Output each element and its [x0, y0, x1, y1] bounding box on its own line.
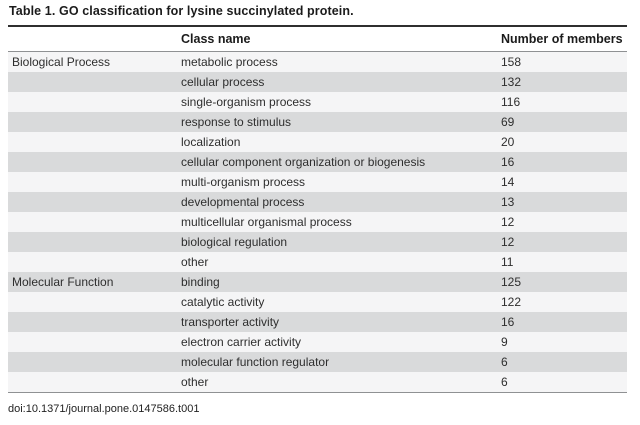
members-cell: 12	[501, 215, 515, 229]
members-cell: 14	[501, 175, 515, 189]
members-cell: 9	[501, 335, 508, 349]
class-name-cell: developmental process	[181, 195, 305, 209]
group-cell	[8, 212, 177, 232]
class-name-cell: cellular process	[181, 75, 265, 89]
table-row: Biological Process metabolic process 158	[8, 51, 627, 72]
class-name-cell: biological regulation	[181, 235, 288, 249]
class-name-cell: catalytic activity	[181, 295, 265, 309]
group-cell: Biological Process	[12, 55, 111, 69]
group-cell: Molecular Function	[12, 275, 114, 289]
table-row: developmental process 13	[8, 192, 627, 212]
table-row: molecular function regulator 6	[8, 352, 627, 372]
members-cell: 6	[497, 372, 627, 393]
class-name-cell: electron carrier activity	[181, 335, 302, 349]
group-cell	[8, 152, 177, 172]
class-name-cell: single-organism process	[181, 95, 312, 109]
class-name-cell: cellular component organization or bioge…	[181, 155, 426, 169]
group-cell	[8, 252, 177, 272]
members-cell: 69	[501, 115, 515, 129]
table-row: Molecular Function binding 125	[8, 272, 627, 292]
table-row: electron carrier activity 9	[8, 332, 627, 352]
group-cell	[8, 92, 177, 112]
class-name-cell: multi-organism process	[181, 175, 306, 189]
members-cell: 125	[501, 275, 522, 289]
members-cell: 13	[501, 195, 515, 209]
table-body: Biological Process metabolic process 158 ce…	[8, 51, 627, 393]
table-row: localization 20	[8, 132, 627, 152]
table-header: Class name Number of members	[8, 25, 627, 52]
group-cell	[8, 332, 177, 352]
go-classification-table: Class name Number of members Biological …	[8, 25, 627, 393]
table-row: multi-organism process 14	[8, 172, 627, 192]
table-title: Table 1. GO classification for lysine su…	[9, 4, 354, 18]
group-cell	[8, 172, 177, 192]
group-cell	[8, 112, 177, 132]
class-name-cell: metabolic process	[181, 55, 278, 69]
table-row: other 11	[8, 252, 627, 272]
table-row: cellular process 132	[8, 72, 627, 92]
class-name-cell: other	[177, 372, 497, 393]
members-cell: 16	[501, 315, 515, 329]
group-cell	[8, 352, 177, 372]
class-name-cell: localization	[181, 135, 241, 149]
table-row: single-organism process 116	[8, 92, 627, 112]
header-cell-number-of-members: Number of members	[497, 25, 627, 52]
class-name-cell: multicellular organismal process	[181, 215, 352, 229]
table-row: biological regulation 12	[8, 232, 627, 252]
group-cell	[8, 72, 177, 92]
members-cell: 132	[501, 75, 522, 89]
group-cell	[8, 132, 177, 152]
doi-footer: doi:10.1371/journal.pone.0147586.t001	[8, 403, 200, 415]
group-cell	[8, 312, 177, 332]
class-name-cell: transporter activity	[181, 315, 280, 329]
table-row: multicellular organismal process 12	[8, 212, 627, 232]
class-name-cell: binding	[181, 275, 220, 289]
members-cell: 16	[501, 155, 515, 169]
members-cell: 6	[501, 355, 508, 369]
members-cell: 20	[501, 135, 515, 149]
header-cell-group	[8, 25, 177, 52]
table-row: transporter activity 16	[8, 312, 627, 332]
members-cell: 116	[501, 95, 521, 109]
table-row: response to stimulus 69	[8, 112, 627, 132]
members-cell: 12	[501, 235, 515, 249]
members-cell: 158	[501, 55, 522, 69]
table-row: catalytic activity 122	[8, 292, 627, 312]
group-cell	[8, 372, 177, 393]
table-row: other 6	[8, 372, 627, 393]
members-cell: 11	[501, 255, 514, 269]
group-cell	[8, 192, 177, 212]
class-name-cell: molecular function regulator	[181, 355, 330, 369]
header-row: Class name Number of members	[8, 25, 627, 52]
table-row: cellular component organization or bioge…	[8, 152, 627, 172]
group-cell	[8, 292, 177, 312]
header-cell-class-name: Class name	[177, 25, 497, 52]
class-name-cell: other	[181, 255, 209, 269]
members-cell: 122	[501, 295, 522, 309]
class-name-cell: response to stimulus	[181, 115, 292, 129]
group-cell	[8, 232, 177, 252]
